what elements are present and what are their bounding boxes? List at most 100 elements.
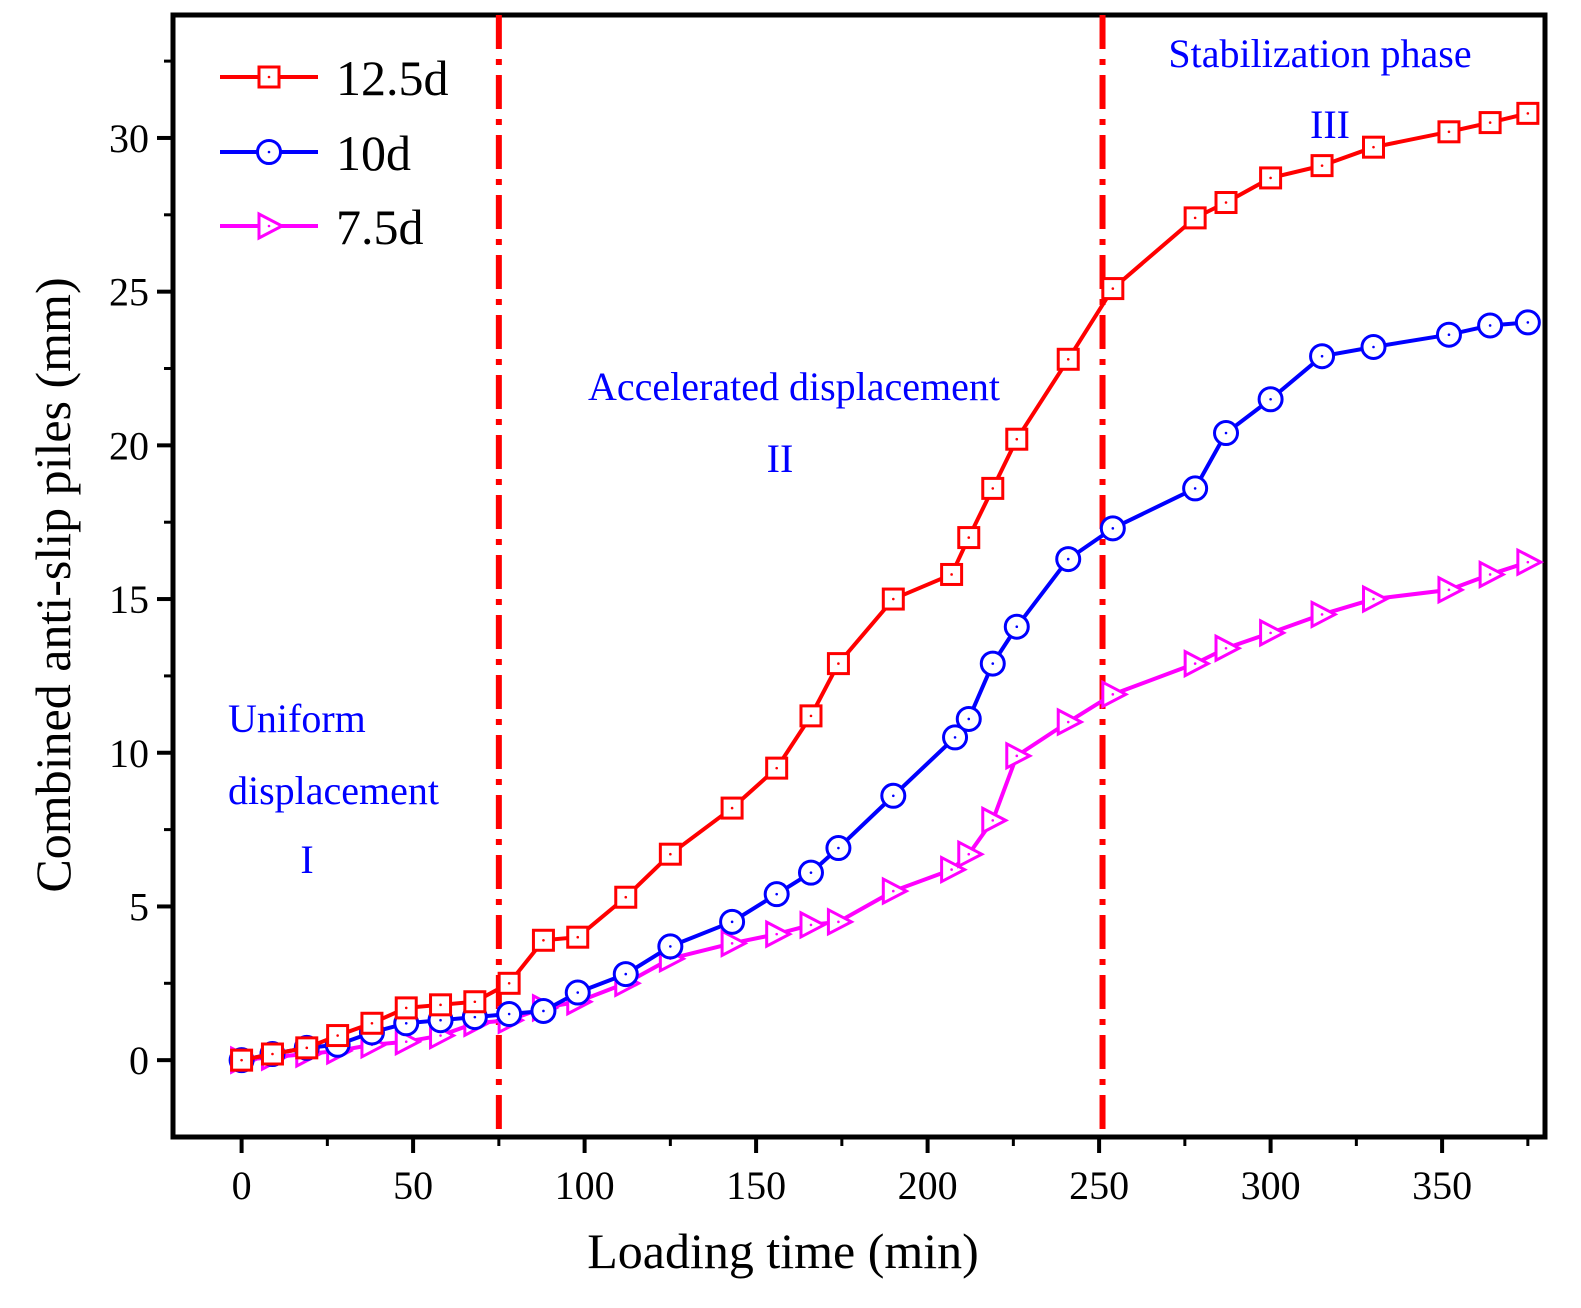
x-tick-label: 0 <box>232 1163 252 1208</box>
data-point <box>257 65 281 89</box>
series-10d <box>228 309 1541 1074</box>
data-point <box>881 876 910 906</box>
data-point <box>531 928 555 952</box>
phase-label-text: III <box>1310 102 1350 147</box>
data-point <box>797 859 824 886</box>
phase-label-text: II <box>767 436 794 481</box>
data-point <box>1183 206 1207 230</box>
data-point <box>394 996 418 1020</box>
data-series <box>228 101 1545 1075</box>
axes: 0 50 100 150 200 250 300 350 0 5 10 15 20 25 30 <box>109 12 1548 1208</box>
phase-label-text: I <box>300 837 313 882</box>
data-point <box>940 562 964 586</box>
data-point <box>825 835 852 862</box>
phase-label-text: Accelerated displacement <box>588 364 1000 409</box>
data-point <box>1101 679 1130 709</box>
data-point <box>880 782 907 809</box>
data-point <box>942 724 969 751</box>
data-point <box>1478 559 1507 589</box>
data-point <box>799 704 823 728</box>
data-point <box>1214 633 1243 663</box>
data-point <box>1055 546 1082 573</box>
y-tick-label: 0 <box>129 1038 149 1083</box>
phase-label-text: Uniform <box>228 696 366 741</box>
y-tick-label: 20 <box>109 423 149 468</box>
data-point <box>1005 427 1029 451</box>
data-point <box>1005 741 1034 771</box>
data-point <box>614 885 638 909</box>
x-tick-label: 250 <box>1069 1163 1129 1208</box>
y-tick-label: 15 <box>109 577 149 622</box>
phase-label-text: displacement <box>228 768 439 813</box>
data-point <box>1360 333 1387 360</box>
x-axis-ticks: 0 50 100 150 200 250 300 350 <box>232 1137 1530 1208</box>
data-point <box>1214 191 1238 215</box>
data-point <box>765 756 789 780</box>
series-12.5d <box>230 101 1540 1072</box>
data-point <box>1056 347 1080 371</box>
data-point <box>1437 120 1461 144</box>
data-point <box>497 971 521 995</box>
data-point <box>1003 613 1030 640</box>
data-point <box>1362 135 1385 159</box>
legend-label: 12.5d <box>336 50 449 106</box>
data-point <box>720 928 749 958</box>
y-tick-label: 30 <box>109 116 149 161</box>
x-axis-title: Loading time (min) <box>587 1223 979 1279</box>
x-tick-label: 200 <box>898 1163 958 1208</box>
data-point <box>657 933 684 960</box>
data-point <box>940 855 968 885</box>
data-point <box>566 925 590 949</box>
data-point <box>256 139 282 165</box>
y-axis-ticks: 0 5 10 15 20 25 30 <box>109 59 173 1083</box>
phase-labels: Uniform displacement I Accelerated displace… <box>228 31 1472 882</box>
data-point <box>257 211 286 241</box>
phase-label-text: Stabilization phase <box>1168 31 1471 76</box>
legend-label: 7.5d <box>336 199 424 255</box>
data-point <box>612 961 639 988</box>
data-point <box>1516 101 1540 125</box>
legend-item-12.5d: 12.5d <box>220 50 449 106</box>
data-point <box>429 993 453 1017</box>
legend: 12.5d 10d 7.5d <box>220 50 449 255</box>
data-point <box>496 1001 523 1028</box>
data-point <box>763 881 790 908</box>
data-point <box>463 990 487 1014</box>
data-point <box>1309 343 1336 370</box>
data-point <box>957 839 986 869</box>
y-tick-label: 10 <box>109 731 149 776</box>
data-point <box>719 908 746 935</box>
data-point <box>1437 575 1466 605</box>
data-point <box>826 907 855 937</box>
data-point <box>799 910 828 940</box>
x-tick-label: 150 <box>726 1163 786 1208</box>
data-point <box>564 979 591 1006</box>
data-point <box>295 1036 319 1060</box>
legend-label: 10d <box>336 125 411 181</box>
data-point <box>1514 309 1541 336</box>
data-point <box>881 587 905 611</box>
data-point <box>1056 707 1085 737</box>
data-point <box>530 997 557 1024</box>
data-point <box>1099 515 1126 542</box>
data-point <box>1310 599 1339 629</box>
data-point <box>1183 649 1212 679</box>
x-tick-label: 300 <box>1241 1163 1301 1208</box>
data-point <box>1477 312 1504 339</box>
data-point <box>955 705 982 732</box>
data-point <box>658 842 682 866</box>
data-point <box>1362 584 1390 614</box>
phase-boundaries <box>495 15 1106 1137</box>
data-point <box>981 476 1005 500</box>
y-axis-title: Combined anti-slip piles (mm) <box>25 277 81 892</box>
data-point <box>1259 618 1287 648</box>
data-point <box>1257 386 1284 413</box>
x-tick-label: 50 <box>393 1163 433 1208</box>
plot-frame <box>170 12 1548 1140</box>
data-point <box>1259 166 1283 190</box>
y-tick-label: 5 <box>129 884 149 929</box>
data-point <box>765 919 793 949</box>
data-point <box>260 1042 284 1066</box>
data-point <box>326 1024 350 1048</box>
data-point <box>1213 420 1240 447</box>
